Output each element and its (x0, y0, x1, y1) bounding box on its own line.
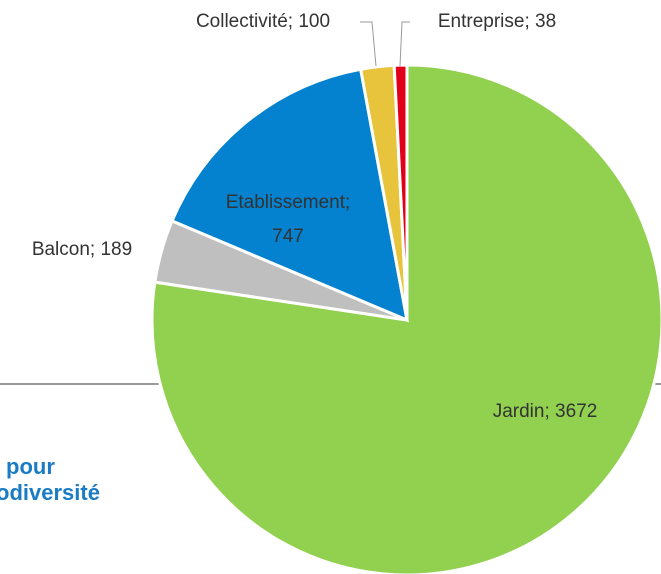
data-label: Balcon; 189 (32, 239, 132, 260)
pie-slice (150, 63, 661, 574)
pie-slice (170, 67, 409, 323)
leader-line (399, 21, 410, 67)
logo-text: pour (6, 454, 55, 479)
data-label: Collectivité; 100 (196, 11, 330, 32)
data-label: Jardin; 3672 (493, 401, 598, 422)
logo-text: odiversité (0, 480, 100, 505)
leader-line (360, 21, 377, 67)
data-label: Entreprise; 38 (438, 11, 556, 32)
data-label: Etablissement; 747 (226, 192, 351, 247)
data-label-line: Etablissement; (226, 192, 351, 213)
pie-slice (392, 63, 409, 321)
data-label-line: 747 (272, 226, 304, 247)
pie (150, 63, 661, 574)
